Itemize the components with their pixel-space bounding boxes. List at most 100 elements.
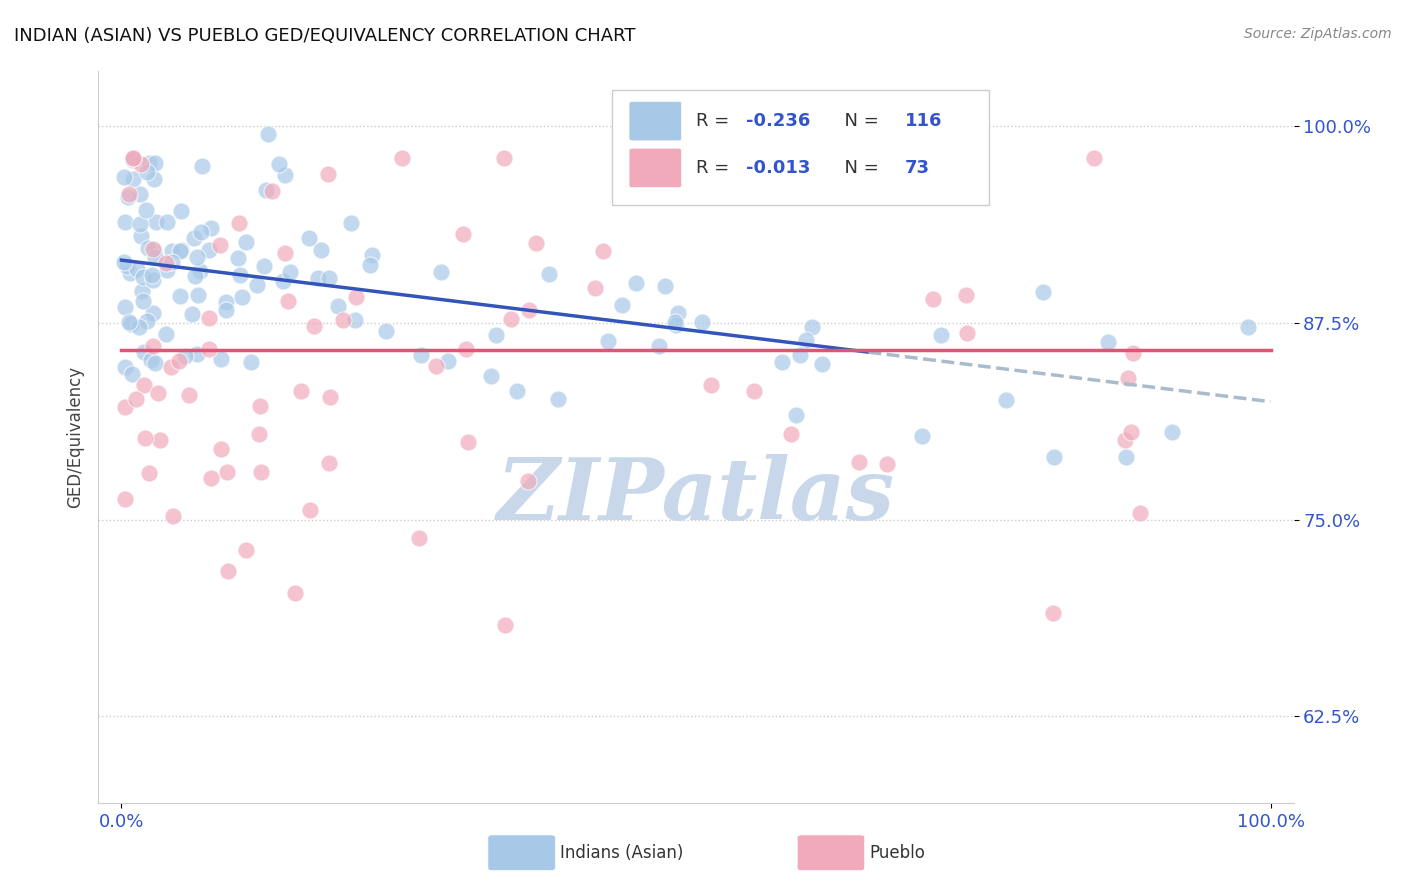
Point [274, 246, 297, 260]
Point [506, 384, 529, 399]
Point [742, 384, 765, 398]
Point [249, 399, 271, 413]
Point [167, 354, 190, 368]
Point [794, 333, 817, 347]
Point [922, 292, 945, 306]
Point [186, 347, 208, 361]
Point [177, 388, 200, 402]
Point [118, 266, 141, 280]
Point [122, 153, 145, 168]
Point [1097, 334, 1119, 349]
Point [789, 348, 811, 362]
Text: N =: N = [834, 112, 884, 130]
Point [876, 457, 898, 471]
Point [180, 307, 202, 321]
Point [956, 326, 979, 340]
Point [143, 171, 166, 186]
Point [187, 288, 209, 302]
Point [170, 244, 193, 258]
Point [344, 313, 367, 327]
Point [592, 244, 614, 258]
Point [156, 215, 179, 229]
Point [1160, 425, 1182, 439]
Point [302, 319, 325, 334]
Point [198, 243, 221, 257]
Point [142, 243, 165, 257]
Point [254, 183, 277, 197]
Point [260, 184, 283, 198]
Point [517, 303, 540, 318]
Point [247, 426, 270, 441]
Point [1116, 371, 1139, 385]
Point [360, 248, 382, 262]
Point [995, 393, 1018, 408]
Point [332, 313, 354, 327]
Point [479, 369, 502, 384]
Point [132, 378, 155, 392]
Point [284, 586, 307, 600]
Point [143, 250, 166, 264]
Point [160, 255, 183, 269]
Point [328, 299, 350, 313]
Point [112, 255, 135, 269]
Point [114, 400, 136, 414]
Point [174, 349, 197, 363]
Point [136, 313, 159, 327]
Point [115, 259, 138, 273]
Point [374, 324, 396, 338]
Point [648, 339, 671, 353]
Point [155, 256, 177, 270]
Point [120, 317, 142, 331]
Point [929, 328, 952, 343]
Point [122, 151, 145, 165]
Text: -0.013: -0.013 [747, 159, 810, 177]
Point [118, 187, 141, 202]
Point [122, 151, 145, 165]
Point [129, 186, 152, 201]
Point [1236, 320, 1258, 334]
Point [184, 268, 207, 283]
Point [298, 503, 321, 517]
Point [211, 442, 233, 457]
Point [409, 348, 432, 362]
Point [457, 434, 479, 449]
Point [770, 355, 793, 369]
Point [136, 165, 159, 179]
Point [141, 268, 163, 282]
Point [249, 465, 271, 479]
Point [190, 263, 212, 277]
Point [226, 251, 249, 265]
Point [142, 273, 165, 287]
Point [429, 265, 451, 279]
Point [277, 293, 299, 308]
Point [143, 356, 166, 370]
Text: N =: N = [834, 159, 884, 177]
Point [344, 290, 367, 304]
Point [190, 225, 212, 239]
Point [217, 564, 239, 578]
Point [1115, 450, 1137, 464]
Point [612, 298, 634, 312]
Point [780, 426, 803, 441]
Point [955, 288, 977, 302]
Point [121, 368, 143, 382]
Point [114, 360, 136, 375]
Point [131, 285, 153, 299]
Point [235, 542, 257, 557]
Point [1114, 433, 1136, 447]
Point [340, 216, 363, 230]
Point [129, 228, 152, 243]
Point [162, 509, 184, 524]
Point [217, 465, 239, 479]
Point [228, 216, 250, 230]
Point [239, 355, 262, 369]
Point [298, 230, 321, 244]
Text: R =: R = [696, 112, 735, 130]
Text: Indians (Asian): Indians (Asian) [560, 844, 683, 862]
Point [145, 215, 167, 229]
Point [1121, 425, 1143, 439]
Point [155, 326, 177, 341]
Point [200, 471, 222, 485]
Point [162, 244, 184, 258]
Point [425, 359, 447, 373]
